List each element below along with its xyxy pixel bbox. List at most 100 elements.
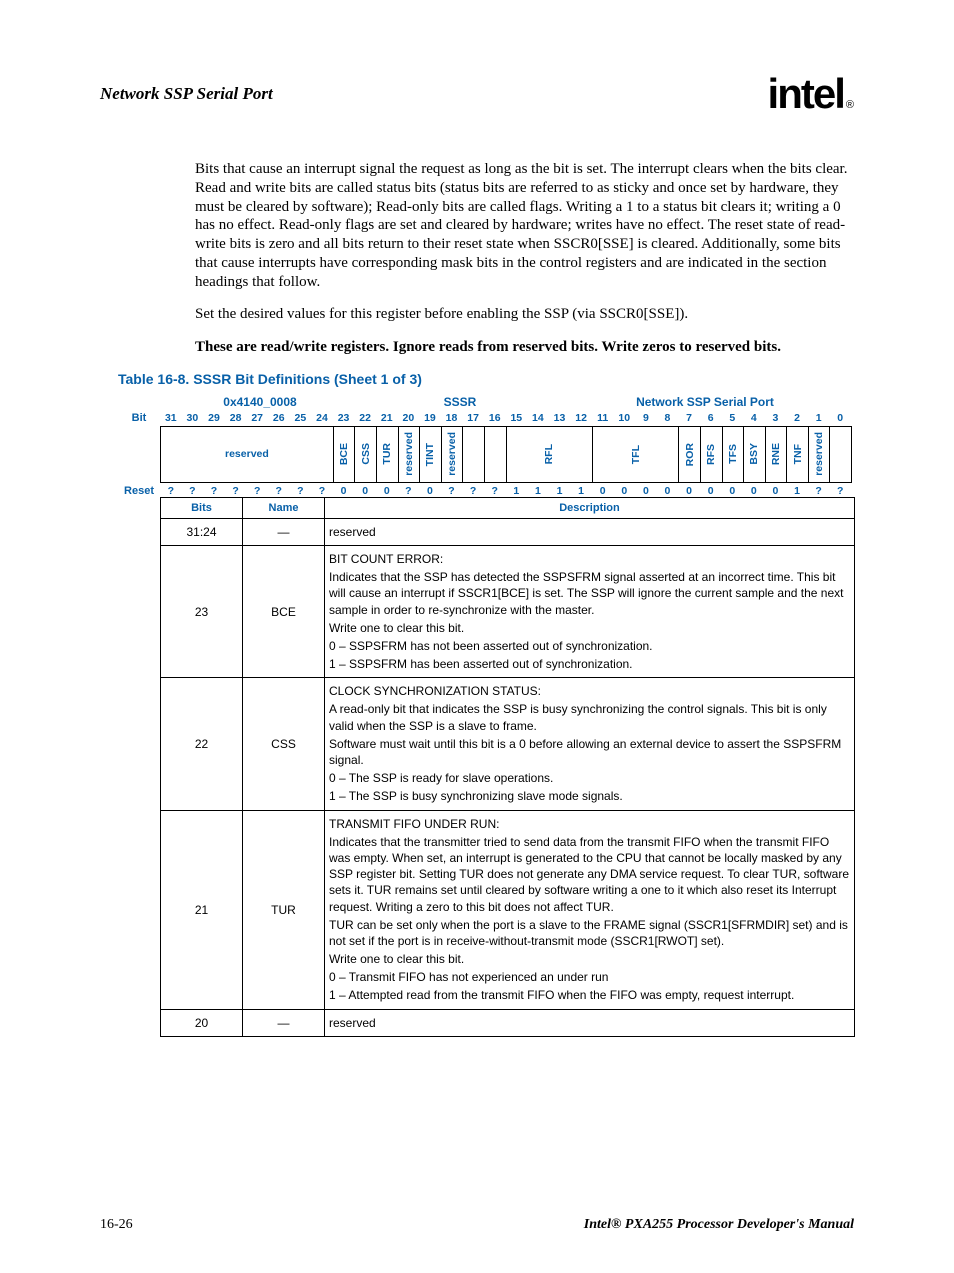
col-bits: Bits: [161, 497, 243, 518]
desc-line: reserved: [329, 524, 850, 540]
bit-numbers-row: Bit3130292827262524232221201918171615141…: [118, 412, 854, 424]
reset-value: 0: [743, 485, 765, 497]
col-desc: Description: [325, 497, 855, 518]
reset-value: ?: [160, 485, 182, 497]
cell-name: BCE: [243, 545, 325, 677]
field-label: ROR: [684, 443, 696, 466]
bit-number: 24: [311, 412, 333, 424]
bit-number: 5: [721, 412, 743, 424]
paragraph: Set the desired values for this register…: [195, 305, 854, 324]
logo-text: intel: [768, 70, 844, 118]
bit-number: 13: [549, 412, 571, 424]
cell-bits: 20: [161, 1009, 243, 1036]
field-cells: reservedBCECSSTURreservedTINTreservedRFL…: [160, 426, 852, 483]
field-cell: reserved: [809, 427, 831, 483]
cell-description: reserved: [325, 1009, 855, 1036]
reset-value: ?: [225, 485, 247, 497]
field-label: CSS: [360, 443, 372, 465]
bit-number: 9: [635, 412, 657, 424]
desc-line: TRANSMIT FIFO UNDER RUN:: [329, 816, 850, 832]
reset-label: Reset: [118, 485, 160, 497]
reset-value: ?: [182, 485, 204, 497]
paragraph: These are read/write registers. Ignore r…: [195, 338, 854, 357]
bit-number: 10: [613, 412, 635, 424]
desc-line: Indicates that the SSP has detected the …: [329, 569, 850, 618]
register-address: 0x4140_0008: [160, 395, 360, 409]
cell-description: reserved: [325, 518, 855, 545]
cell-bits: 21: [161, 810, 243, 1009]
register-header: 0x4140_0008 SSSR Network SSP Serial Port: [118, 395, 854, 409]
page-footer: 16-26 Intel® PXA255 Processor Developer'…: [100, 1217, 854, 1233]
field-label: TFS: [727, 444, 739, 464]
field-cell: reserved: [161, 427, 334, 483]
bit-number: 26: [268, 412, 290, 424]
cell-bits: 31:24: [161, 518, 243, 545]
table-header-row: Bits Name Description: [161, 497, 855, 518]
desc-line: 0 – Transmit FIFO has not experienced an…: [329, 969, 850, 985]
page-header: Network SSP Serial Port intel ®: [100, 70, 854, 118]
bit-number: 15: [506, 412, 528, 424]
bit-number: 30: [182, 412, 204, 424]
field-cell: TUR: [377, 427, 399, 483]
cell-name: —: [243, 518, 325, 545]
field-cell: TFL: [593, 427, 679, 483]
bit-number: 6: [700, 412, 722, 424]
body-text: Bits that cause an interrupt signal the …: [195, 160, 854, 357]
desc-line: 0 – SSPSFRM has not been asserted out of…: [329, 638, 850, 654]
table-caption: Table 16-8. SSSR Bit Definitions (Sheet …: [118, 371, 854, 387]
page: Network SSP Serial Port intel ® Bits tha…: [0, 0, 954, 1273]
field-label: BSY: [748, 443, 760, 465]
cell-description: BIT COUNT ERROR:Indicates that the SSP h…: [325, 545, 855, 677]
field-cell: BCE: [334, 427, 356, 483]
field-label: TINT: [424, 443, 436, 466]
register-module: Network SSP Serial Port: [560, 395, 850, 409]
field-cell: reserved: [399, 427, 421, 483]
field-label: RFL: [543, 444, 555, 464]
reset-value: ?: [268, 485, 290, 497]
table-row: 31:24—reserved: [161, 518, 855, 545]
bit-number: 12: [570, 412, 592, 424]
desc-line: 1 – The SSP is busy synchronizing slave …: [329, 788, 850, 804]
field-label: BCE: [338, 443, 350, 465]
reset-value: ?: [808, 485, 830, 497]
reset-value: ?: [311, 485, 333, 497]
cell-description: CLOCK SYNCHRONIZATION STATUS: A read-only…: [325, 678, 855, 810]
desc-line: reserved: [329, 1015, 850, 1031]
table-row: 21TURTRANSMIT FIFO UNDER RUN:Indicates t…: [161, 810, 855, 1009]
reset-value: 0: [657, 485, 679, 497]
bit-number: 29: [203, 412, 225, 424]
field-label: TUR: [381, 443, 393, 465]
bit-number: 22: [354, 412, 376, 424]
bit-number: 23: [333, 412, 355, 424]
reset-value: 0: [592, 485, 614, 497]
reset-row: Reset ????????000?0???11110000000001??: [118, 485, 854, 497]
field-label: reserved: [225, 448, 269, 460]
page-number: 16-26: [100, 1217, 133, 1233]
field-cell: [485, 427, 507, 483]
bit-number: 2: [786, 412, 808, 424]
paragraph: Bits that cause an interrupt signal the …: [195, 160, 854, 291]
bit-number: 20: [398, 412, 420, 424]
bit-number: 31: [160, 412, 182, 424]
desc-line: CLOCK SYNCHRONIZATION STATUS:: [329, 683, 850, 699]
field-label: TNF: [792, 444, 804, 464]
bit-number: 21: [376, 412, 398, 424]
desc-line: 0 – The SSP is ready for slave operation…: [329, 770, 850, 786]
bit-number: 11: [592, 412, 614, 424]
field-cell: reserved: [442, 427, 464, 483]
reset-value: 1: [786, 485, 808, 497]
desc-line: Write one to clear this bit.: [329, 620, 850, 636]
reset-value: ?: [203, 485, 225, 497]
reset-value: 0: [635, 485, 657, 497]
bit-label: Bit: [118, 412, 160, 424]
field-cell: [463, 427, 485, 483]
bit-number: 18: [441, 412, 463, 424]
desc-line: A read-only bit that indicates the SSP i…: [329, 701, 850, 733]
cell-bits: 22: [161, 678, 243, 810]
field-cell: CSS: [355, 427, 377, 483]
cell-bits: 23: [161, 545, 243, 677]
reset-value: ?: [290, 485, 312, 497]
desc-line: Indicates that the transmitter tried to …: [329, 834, 850, 915]
intel-logo: intel ®: [768, 70, 854, 118]
bit-number: 7: [678, 412, 700, 424]
